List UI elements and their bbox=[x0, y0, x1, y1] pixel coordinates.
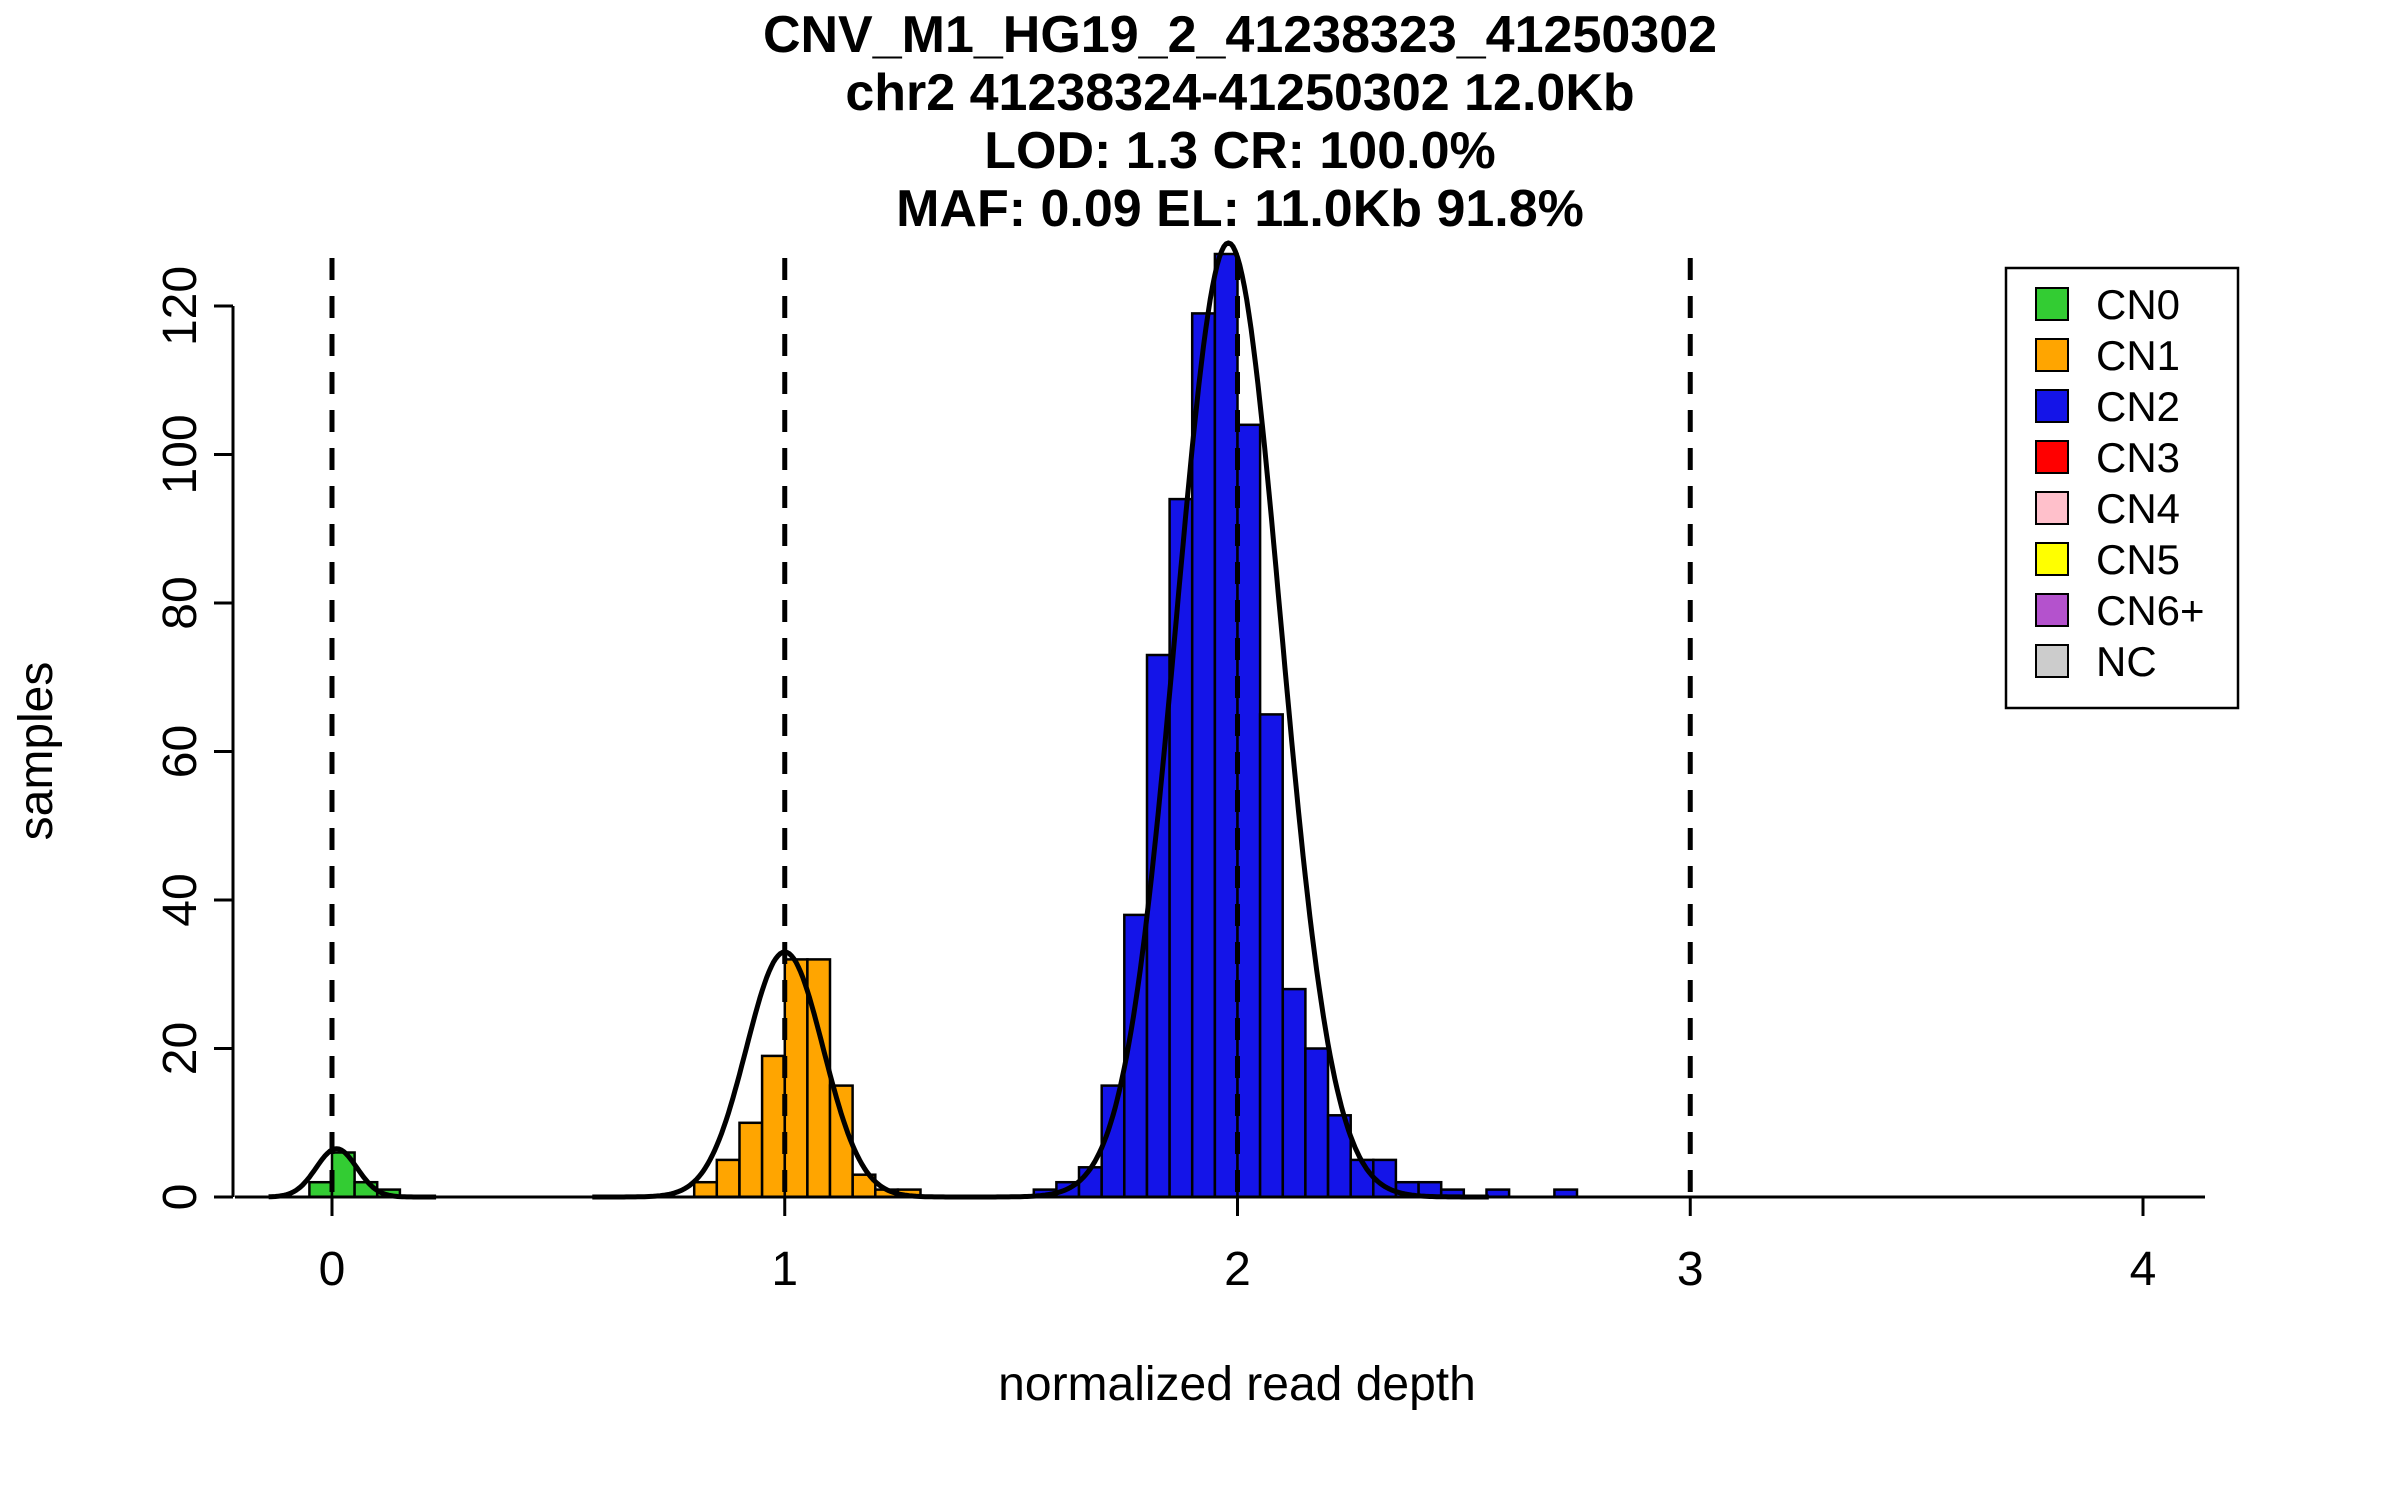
legend-swatch-cn5 bbox=[2035, 542, 2069, 576]
y-tick-label: 60 bbox=[154, 725, 207, 778]
legend-swatch-nc bbox=[2035, 644, 2069, 678]
y-axis-title: samples bbox=[10, 662, 63, 841]
hist-bar-cn2 bbox=[1236, 423, 1262, 1199]
legend-swatch-cn6+ bbox=[2035, 593, 2069, 627]
hist-bar-cn1 bbox=[760, 1054, 786, 1199]
hist-bar-cn2 bbox=[1258, 713, 1284, 1199]
x-axis-title: normalized read depth bbox=[998, 1358, 1476, 1411]
gaussian-fit-CN2-fit bbox=[967, 240, 1489, 1200]
x-tick-label: 4 bbox=[2130, 1243, 2157, 1296]
x-tick-label: 3 bbox=[1677, 1243, 1704, 1296]
hist-bar-cn1 bbox=[692, 1180, 719, 1199]
title-line-2: chr2 41238324-41250302 12.0Kb bbox=[845, 64, 1634, 122]
legend-label-cn6+: CN6+ bbox=[2096, 587, 2205, 634]
title-line-4: MAF: 0.09 EL: 11.0Kb 91.8% bbox=[896, 180, 1584, 238]
title-line-1: CNV_M1_HG19_2_41238323_41250302 bbox=[763, 6, 1717, 64]
y-tick-label: 80 bbox=[154, 576, 207, 629]
hist-bar-cn2 bbox=[1190, 312, 1217, 1199]
legend-swatch-cn1 bbox=[2035, 338, 2069, 372]
x-tick-label: 0 bbox=[319, 1243, 346, 1296]
plot-area bbox=[268, 240, 1693, 1200]
title-line-3: LOD: 1.3 CR: 100.0% bbox=[984, 122, 1496, 180]
y-tick-label: 40 bbox=[154, 873, 207, 926]
legend-swatch-cn3 bbox=[2035, 440, 2069, 474]
hist-bar-cn2 bbox=[1304, 1047, 1330, 1199]
legend-label-cn3: CN3 bbox=[2096, 434, 2180, 481]
hist-bar-cn2 bbox=[1213, 252, 1239, 1199]
hist-bar-cn0 bbox=[308, 1180, 334, 1199]
chart-title-block: CNV_M1_HG19_2_41238323_41250302 chr2 412… bbox=[763, 6, 1717, 238]
legend-label-nc: NC bbox=[2096, 638, 2157, 685]
legend-label-cn0: CN0 bbox=[2096, 281, 2180, 328]
legend-swatch-cn4 bbox=[2035, 491, 2069, 525]
legend-swatch-cn2 bbox=[2035, 389, 2069, 423]
x-tick-label: 1 bbox=[771, 1243, 798, 1296]
y-tick-label: 100 bbox=[154, 414, 207, 494]
hist-bar-cn2 bbox=[1281, 987, 1307, 1199]
legend-label-cn5: CN5 bbox=[2096, 536, 2180, 583]
legend-swatch-cn0 bbox=[2035, 287, 2069, 321]
legend-label-cn2: CN2 bbox=[2096, 383, 2180, 430]
y-tick-label: 20 bbox=[154, 1022, 207, 1075]
hist-bar-cn1 bbox=[738, 1121, 764, 1199]
hist-bar-cn1 bbox=[715, 1158, 741, 1199]
hist-bar-cn1 bbox=[783, 958, 809, 1199]
y-tick-label: 0 bbox=[154, 1184, 207, 1211]
legend-label-cn4: CN4 bbox=[2096, 485, 2180, 532]
legend-label-cn1: CN1 bbox=[2096, 332, 2180, 379]
y-tick-label: 120 bbox=[154, 266, 207, 346]
hist-bar-cn2 bbox=[1168, 497, 1194, 1199]
x-tick-label: 2 bbox=[1224, 1243, 1251, 1296]
